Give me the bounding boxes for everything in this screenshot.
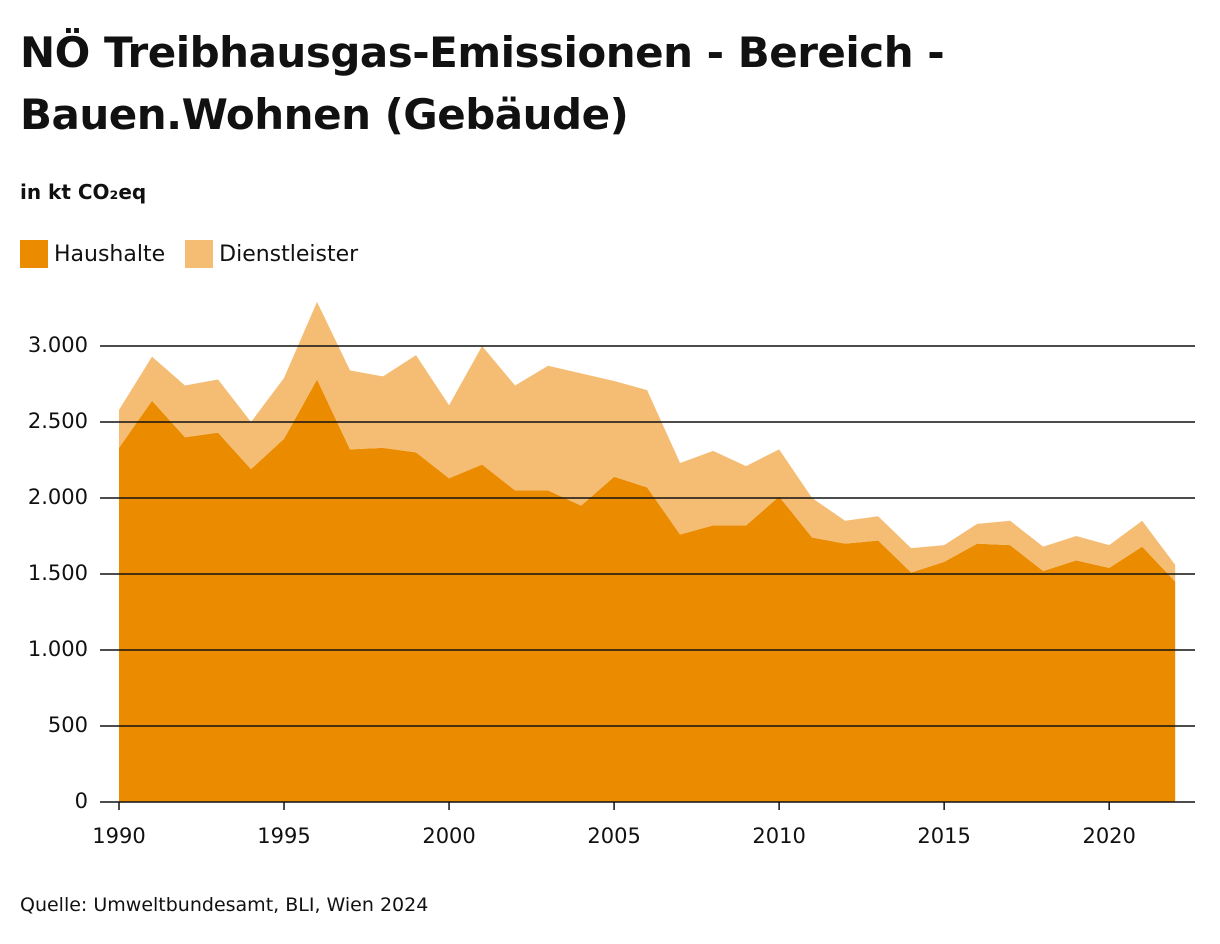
y-tick-label: 2.500: [28, 409, 88, 433]
x-tick-label: 2005: [587, 824, 640, 848]
area: [119, 301, 1176, 582]
y-tick-label: 500: [48, 713, 88, 737]
legend: Haushalte Dienstleister: [20, 240, 358, 268]
legend-item: Haushalte: [20, 240, 165, 268]
legend-label: Haushalte: [54, 241, 166, 267]
legend-swatch: [185, 240, 214, 268]
x-tick-label: 1995: [257, 824, 310, 848]
source: Quelle: Umweltbundesamt, BLI, Wien 2024: [20, 894, 429, 916]
y-tick-label: 3.000: [28, 333, 88, 357]
x-tick-label: 2010: [752, 824, 805, 848]
x-tick-label: 2015: [917, 824, 970, 848]
y-tick-label: 1.500: [28, 561, 88, 585]
x-tick-label: 2000: [422, 824, 475, 848]
y-tick-label: 2.000: [28, 485, 88, 509]
y-tick-label: 0: [75, 789, 88, 813]
y-tick-label: 1.000: [28, 637, 88, 661]
chart-title: NÖ Treibhausgas-Emissionen - Bereich - B…: [20, 28, 945, 139]
legend-swatch: [20, 240, 48, 268]
legend-item: Dienstleister: [185, 240, 358, 268]
x-tick-label: 2020: [1082, 824, 1135, 848]
chart-subtitle: in kt CO₂eq: [20, 180, 147, 204]
area: [119, 379, 1176, 802]
legend-label: Dienstleister: [219, 241, 359, 267]
x-tick-label: 1990: [92, 824, 145, 848]
